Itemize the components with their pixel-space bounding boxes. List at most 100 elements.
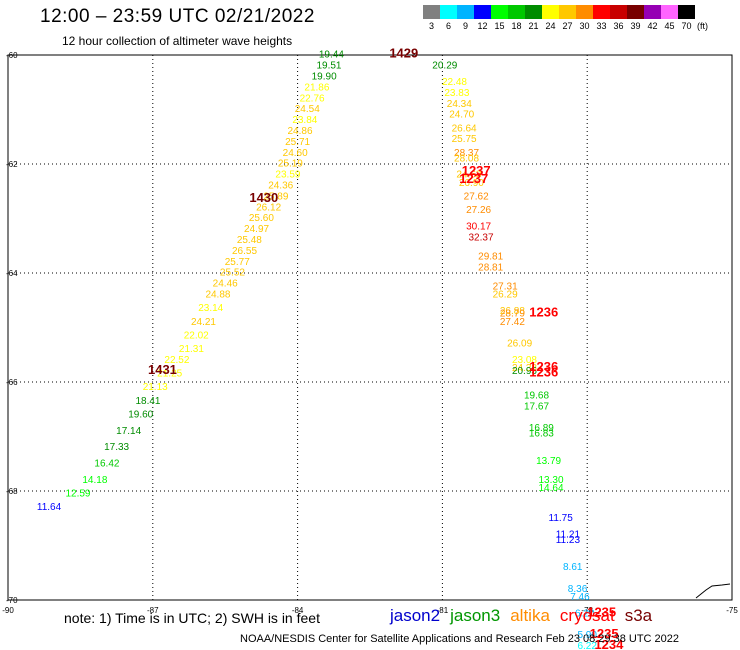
- lon-tick-label: -90: [2, 606, 14, 615]
- legend-labels: 3 6 9 12 15 18 21 24 27 30 33 36 39 42 45 70 (ft): [423, 19, 708, 33]
- satellite-altika: altika: [510, 606, 550, 625]
- wave-height-value: 26.88: [500, 306, 525, 317]
- wave-height-value: 25.75: [452, 134, 477, 145]
- legend-label-6: 6: [445, 21, 452, 31]
- wave-height-value: 26.64: [452, 123, 477, 134]
- wave-height-value: 23.84: [292, 115, 317, 126]
- wave-height-value: 28.08: [454, 153, 479, 164]
- footnote: note: 1) Time is in UTC; 2) SWH is in fe…: [64, 610, 320, 626]
- wave-height-value: 28.81: [478, 262, 503, 273]
- lon-tick-label: -87: [147, 606, 159, 615]
- legend-swatch-24: [542, 5, 559, 19]
- wave-height-value: 19.68: [524, 390, 549, 401]
- legend-label-3: 3: [428, 21, 435, 31]
- wave-height-value: 20.95: [512, 366, 537, 377]
- wave-height-value: 27.62: [464, 191, 489, 202]
- map-title: 12:00 – 23:59 UTC 02/21/2022: [40, 6, 315, 27]
- wave-height-value: 23.14: [198, 303, 223, 314]
- legend-swatch-30: [576, 5, 593, 19]
- wave-height-value: 24.60: [283, 148, 308, 159]
- credit-line: NOAA/NESDIS Center for Satellite Applica…: [240, 633, 680, 645]
- wave-height-value: 24.63: [456, 170, 481, 181]
- wave-height-value: 24.36: [268, 181, 293, 192]
- legend-swatch-27: [559, 5, 576, 19]
- wave-height-value: 17.33: [104, 442, 129, 453]
- legend-swatch-42: [644, 5, 661, 19]
- wave-height-value: 17.14: [116, 426, 141, 437]
- legend-swatch-70: [678, 5, 695, 19]
- wave-height-value: 19.44: [319, 50, 344, 61]
- legend-swatch-3: [423, 5, 440, 19]
- wave-height-value: 8.36: [568, 584, 588, 595]
- wave-height-value: 11.64: [37, 502, 62, 513]
- legend-label-39: 39: [630, 21, 641, 31]
- lon-tick-label: -84: [292, 606, 304, 615]
- pass-time-label: 1236: [529, 365, 558, 380]
- legend-label-9: 9: [462, 21, 469, 31]
- legend-swatch-18: [508, 5, 525, 19]
- lon-tick-label: -75: [726, 606, 738, 615]
- wave-height-value: 22.52: [164, 355, 189, 366]
- wave-height-value: 24.97: [244, 224, 269, 235]
- satellite-jason3: jason3: [450, 606, 501, 625]
- legend-swatch-39: [627, 5, 644, 19]
- pass-time-label: 1236: [529, 305, 558, 320]
- wave-height-value: 25.60: [249, 213, 274, 224]
- legend-label-45: 45: [664, 21, 675, 31]
- pass-time-label: 1429: [389, 46, 418, 61]
- wave-height-value: 24.86: [287, 126, 312, 137]
- wave-height-value: 32.37: [468, 232, 493, 243]
- pass-time-label: 1235: [587, 604, 616, 619]
- legend-swatch-9: [457, 5, 474, 19]
- wave-height-value: 6.20: [575, 608, 595, 619]
- legend-unit: (ft): [697, 21, 708, 31]
- wave-height-value: 18.41: [135, 396, 160, 407]
- wave-height-value: 25.89: [263, 191, 288, 202]
- pass-time-label: 1237: [462, 163, 491, 178]
- wave-height-value: 16.89: [529, 423, 554, 434]
- wave-height-value: 26.55: [232, 246, 257, 257]
- legend-swatch-33: [593, 5, 610, 19]
- wave-height-value: 25.77: [225, 257, 250, 268]
- wave-height-value: 25.19: [278, 159, 303, 170]
- wave-height-value: 21.13: [143, 382, 168, 393]
- legend-label-12: 12: [477, 21, 488, 31]
- wave-height-value: 12.59: [65, 488, 90, 499]
- wave-height-value: 14.64: [538, 483, 563, 494]
- lat-tick-label: -70: [6, 596, 18, 605]
- wave-height-value: 19.60: [128, 409, 153, 420]
- wave-height-value: 22.48: [442, 77, 467, 88]
- pass-time-label: 1237: [459, 171, 488, 186]
- pass-time-label: 1234: [594, 637, 624, 650]
- wave-height-value: 17.67: [524, 401, 549, 412]
- satellite-s3a: s3a: [624, 606, 653, 625]
- color-legend: 3 6 9 12 15 18 21 24 27 30 33 36 39 42 45 70 (ft): [423, 5, 708, 33]
- wave-height-value: 21.25: [157, 369, 182, 380]
- lat-tick-label: -62: [6, 160, 18, 169]
- legend-label-18: 18: [511, 21, 522, 31]
- legend-swatch-15: [491, 5, 508, 19]
- satellite-cryosat: cryosat: [559, 606, 615, 625]
- wave-height-value: 26.90: [459, 178, 484, 189]
- wave-height-value: 24.21: [191, 317, 216, 328]
- wave-height-value: 7.46: [570, 592, 590, 603]
- lat-tick-label: -60: [6, 51, 18, 60]
- pass-time-label: 1430: [249, 190, 278, 205]
- legend-swatch-6: [440, 5, 457, 19]
- legend-label-30: 30: [579, 21, 590, 31]
- pass-time-label: 1235: [590, 626, 619, 641]
- coastline: [695, 583, 731, 599]
- wave-height-value: 24.46: [213, 279, 238, 290]
- wave-height-value: 24.54: [295, 104, 320, 115]
- wave-height-value: 28.79: [500, 309, 525, 320]
- lat-tick-label: -64: [6, 269, 18, 278]
- wave-height-value: 22.02: [184, 330, 209, 341]
- wave-height-value: 26.12: [256, 202, 281, 213]
- wave-height-value: 26.09: [507, 339, 532, 350]
- wave-height-value: 19.90: [312, 72, 337, 83]
- wave-height-value: 24.38: [512, 363, 537, 374]
- wave-height-value: 23.08: [512, 355, 537, 366]
- wave-height-value: 27.42: [500, 317, 525, 328]
- pass-time-label: 1236: [529, 359, 558, 374]
- lon-tick-label: -81: [437, 606, 449, 615]
